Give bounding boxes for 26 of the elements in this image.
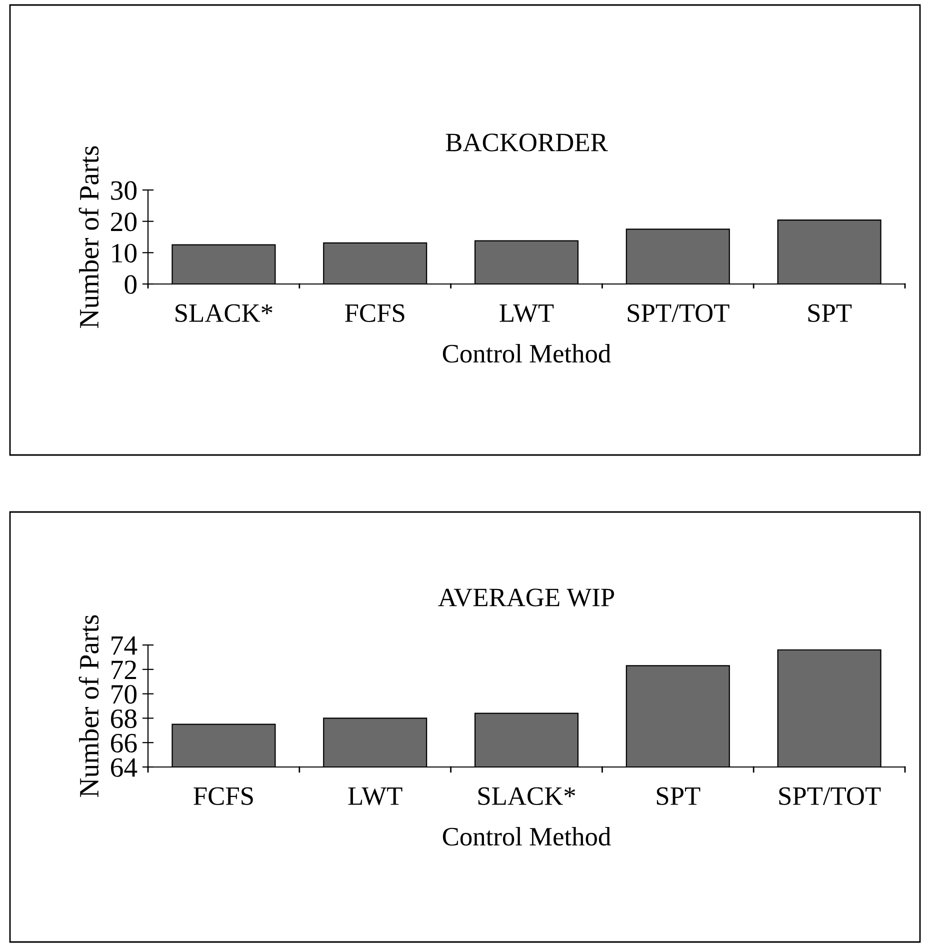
x-axis-title: Control Method — [442, 344, 611, 363]
chart-title: AVERAGE WIP — [438, 588, 614, 607]
x-tick-label: SPT — [656, 787, 700, 806]
y-tick-label: 68 — [111, 709, 137, 728]
x-tick-label: SPT/TOT — [628, 304, 730, 322]
y-tick-label: 70 — [112, 684, 137, 704]
y-tick-label: 0 — [124, 275, 137, 294]
y-tick-label: 64 — [111, 758, 138, 777]
x-tick-label: SPT/TOT — [779, 787, 881, 806]
chart-title: BACKORDER — [446, 134, 608, 152]
y-tick-label: 74 — [112, 636, 138, 655]
x-tick-label: LWT — [348, 787, 402, 806]
y-axis-title: Number of Parts — [78, 615, 99, 798]
x-tick-label: SPT — [808, 304, 852, 322]
x-tick-label: FCFS — [194, 787, 253, 806]
y-tick-label: 72 — [112, 660, 136, 680]
x-tick-label: SLACK* — [176, 304, 272, 322]
y-tick-label: 30 — [111, 181, 137, 200]
x-axis-title: Control Method — [442, 827, 611, 846]
y-tick-label: 20 — [111, 212, 137, 232]
y-axis-title: Number of Parts — [78, 146, 99, 328]
y-tick-label: 66 — [111, 734, 137, 753]
x-tick-label: FCFS — [345, 304, 404, 322]
x-tick-label: SLACK* — [478, 787, 576, 806]
y-tick-label: 10 — [112, 244, 137, 263]
x-tick-label: LWT — [500, 304, 554, 322]
